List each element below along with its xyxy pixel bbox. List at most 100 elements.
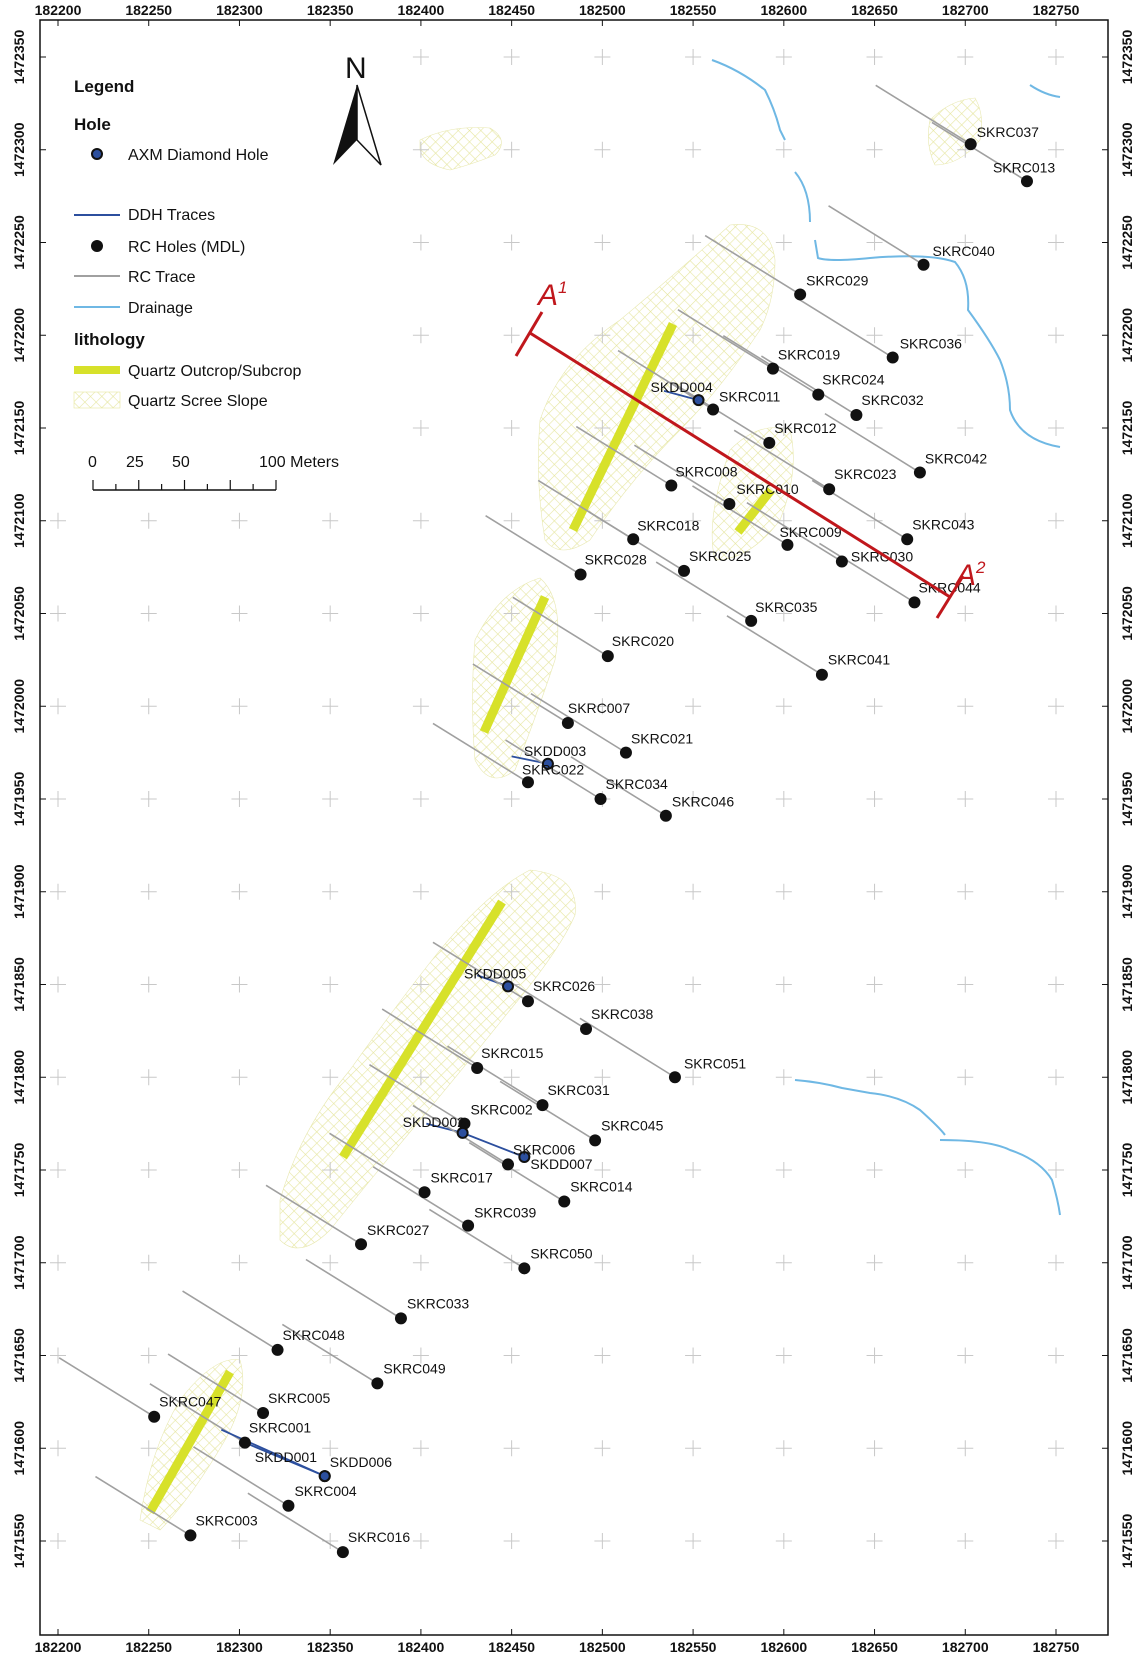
rc-hole-marker[interactable] xyxy=(371,1377,384,1390)
rc-hole-marker[interactable] xyxy=(668,1071,681,1084)
rc-hole-marker[interactable] xyxy=(964,138,977,151)
grid-cross xyxy=(685,1440,702,1457)
cross-section-line: A1 A2 xyxy=(514,278,986,619)
rc-hole-marker[interactable] xyxy=(917,258,930,271)
hole-label: SKRC002 xyxy=(470,1102,532,1118)
grid-cross xyxy=(775,1347,792,1364)
grid-cross xyxy=(503,512,520,529)
grid-cross xyxy=(957,1069,974,1086)
grid-cross xyxy=(957,976,974,993)
rc-hole-marker[interactable] xyxy=(745,614,758,627)
rc-hole-marker[interactable] xyxy=(257,1407,270,1420)
rc-trace-line xyxy=(193,1446,289,1507)
y-tick-label-left: 1471750 xyxy=(11,1143,27,1198)
rc-trace-line xyxy=(485,514,582,576)
rc-hole-marker[interactable] xyxy=(271,1343,284,1356)
rc-hole-marker[interactable] xyxy=(678,564,691,577)
rc-hole-marker[interactable] xyxy=(462,1219,475,1232)
rc-hole-marker[interactable] xyxy=(394,1312,407,1325)
rc-hole-marker[interactable] xyxy=(580,1023,593,1036)
rc-hole-marker[interactable] xyxy=(238,1436,251,1449)
grid-cross xyxy=(685,1533,702,1549)
grid-cross xyxy=(50,605,66,622)
diamond-hole-marker[interactable] xyxy=(541,757,554,770)
grid-cross xyxy=(50,1347,66,1364)
rc-hole-marker[interactable] xyxy=(418,1186,431,1199)
rc-hole-marker[interactable] xyxy=(627,533,640,546)
rc-hole-marker[interactable] xyxy=(619,746,632,759)
y-tick-label-left: 1472150 xyxy=(11,401,27,456)
diamond-hole-marker[interactable] xyxy=(318,1470,331,1483)
hole-label: SKDD007 xyxy=(530,1156,592,1172)
rc-hole-marker[interactable] xyxy=(184,1529,197,1542)
rc-hole-marker[interactable] xyxy=(665,479,678,492)
rc-hole-marker[interactable] xyxy=(763,436,776,449)
rc-hole-marker[interactable] xyxy=(558,1195,571,1208)
rc-hole-marker[interactable] xyxy=(659,809,672,822)
diamond-hole-marker[interactable] xyxy=(502,980,515,993)
grid-cross xyxy=(1048,1069,1064,1086)
y-tick-label-left: 1472000 xyxy=(11,679,27,734)
y-tick-label-left: 1471800 xyxy=(11,1050,27,1105)
grid-cross xyxy=(140,791,157,807)
diamond-hole-marker[interactable] xyxy=(456,1126,469,1139)
diamond-hole-marker[interactable] xyxy=(692,394,705,407)
rc-hole-marker[interactable] xyxy=(901,533,914,546)
hole-label: SKRC025 xyxy=(689,548,751,564)
grid-cross xyxy=(1048,976,1064,993)
rc-hole-marker[interactable] xyxy=(835,555,848,568)
rc-hole-marker[interactable] xyxy=(282,1499,295,1512)
rc-hole-marker[interactable] xyxy=(913,466,926,479)
rc-hole-marker[interactable] xyxy=(561,716,574,729)
rc-hole-marker[interactable] xyxy=(471,1061,484,1074)
outcrop-line xyxy=(734,487,775,535)
x-tick-label-bottom: 182450 xyxy=(488,1639,535,1655)
rc-hole-marker[interactable] xyxy=(1020,175,1033,188)
rc-hole-marker[interactable] xyxy=(723,498,736,511)
rc-hole-marker[interactable] xyxy=(815,668,828,681)
rc-hole-marker[interactable] xyxy=(518,1262,531,1275)
x-tick-label-bottom: 182750 xyxy=(1033,1639,1080,1655)
x-tick-label-top: 182300 xyxy=(216,2,263,18)
y-tick-label-left: 1472200 xyxy=(11,308,27,363)
hole-label: SKDD003 xyxy=(524,743,586,759)
rc-hole-marker[interactable] xyxy=(502,1158,515,1171)
outcrop-line xyxy=(339,899,506,1160)
rc-hole-marker[interactable] xyxy=(823,483,836,496)
rc-hole-marker[interactable] xyxy=(601,650,614,663)
grid-cross xyxy=(957,234,974,251)
diamond-hole-marker[interactable] xyxy=(518,1151,531,1164)
rc-hole-marker[interactable] xyxy=(766,362,779,375)
grid-cross xyxy=(866,49,883,65)
grid-cross xyxy=(503,1069,520,1086)
rc-hole-marker[interactable] xyxy=(458,1117,471,1130)
x-tick-label-bottom: 182500 xyxy=(579,1639,626,1655)
y-tick-label-right: 1471600 xyxy=(1119,1421,1135,1476)
rc-hole-marker[interactable] xyxy=(707,403,720,416)
grid-cross xyxy=(685,698,702,715)
rc-trace-line xyxy=(369,1064,465,1125)
rc-hole-marker[interactable] xyxy=(908,596,921,609)
grid-cross xyxy=(140,1162,157,1178)
rc-hole-marker[interactable] xyxy=(536,1099,549,1112)
y-tick-label-left: 1471650 xyxy=(11,1328,27,1383)
grid-cross xyxy=(957,1533,974,1549)
rc-hole-marker[interactable] xyxy=(589,1134,602,1147)
rc-hole-marker[interactable] xyxy=(594,793,607,805)
rc-hole-marker[interactable] xyxy=(886,351,899,364)
grid-cross xyxy=(1048,1440,1064,1457)
rc-hole-marker[interactable] xyxy=(574,568,587,581)
rc-hole-marker[interactable] xyxy=(850,409,863,422)
hole-label: SKRC032 xyxy=(861,392,923,408)
rc-hole-marker[interactable] xyxy=(781,538,794,551)
grid-cross xyxy=(685,512,702,529)
rc-hole-marker[interactable] xyxy=(148,1410,161,1423)
rc-hole-marker[interactable] xyxy=(812,388,825,401)
rc-hole-marker[interactable] xyxy=(521,776,534,789)
rc-hole-marker[interactable] xyxy=(336,1546,349,1559)
grid-cross xyxy=(412,1162,429,1178)
rc-hole-marker[interactable] xyxy=(355,1238,368,1251)
rc-hole-marker[interactable] xyxy=(794,288,807,301)
rc-trace-line xyxy=(499,1080,596,1141)
rc-hole-marker[interactable] xyxy=(521,995,534,1008)
